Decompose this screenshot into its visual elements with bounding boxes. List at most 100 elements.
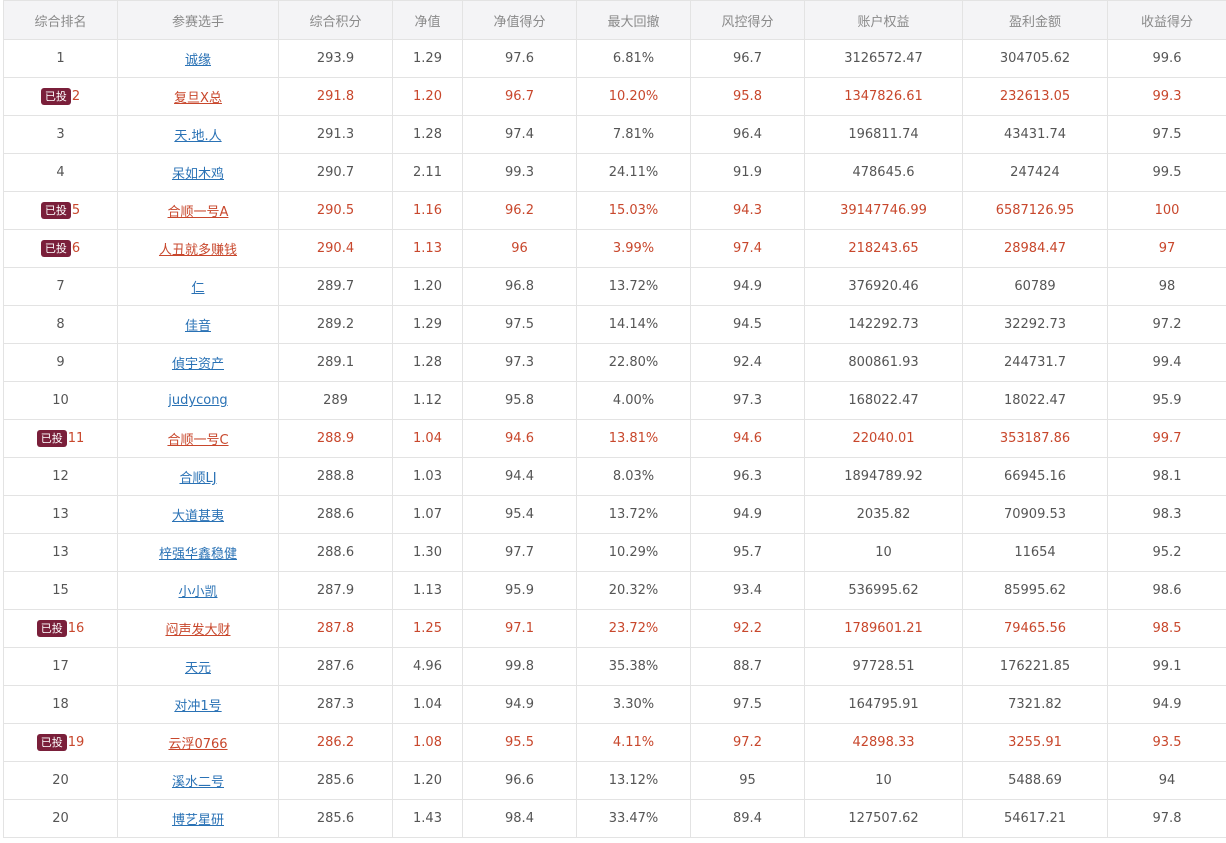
cell-max-drawdown: 20.32% <box>576 571 691 610</box>
cell-nav: 1.25 <box>392 609 463 648</box>
col-header-rank[interactable]: 综合排名 <box>3 0 118 40</box>
cell-player: 小小凯 <box>117 571 279 610</box>
cell-equity: 142292.73 <box>804 305 963 344</box>
rank-number: 11 <box>67 431 85 446</box>
table-row: 20 博艺星研 285.6 1.43 98.4 33.47% 89.4 127507.62 54… <box>3 799 1226 838</box>
player-link[interactable]: 合顺LJ <box>179 471 217 486</box>
cell-max-drawdown: 4.11% <box>576 723 691 762</box>
cell-nav: 1.16 <box>392 191 463 230</box>
col-header-player[interactable]: 参赛选手 <box>117 0 279 40</box>
cell-return-score: 94 <box>1107 761 1226 800</box>
rank-number: 4 <box>56 165 65 180</box>
cell-equity: 42898.33 <box>804 723 963 762</box>
player-link[interactable]: judycong <box>168 393 228 408</box>
cell-profit: 66945.16 <box>962 457 1108 496</box>
cell-return-score: 99.6 <box>1107 39 1226 78</box>
player-link[interactable]: 溪水二号 <box>171 775 224 790</box>
col-header-equity[interactable]: 账户权益 <box>804 0 963 40</box>
cell-rank: 已投 19 <box>3 723 118 762</box>
cell-nav: 1.03 <box>392 457 463 496</box>
cell-profit: 79465.56 <box>962 609 1108 648</box>
table-row: 8 佳音 289.2 1.29 97.5 14.14% 94.5 142292.73 32292… <box>3 305 1226 344</box>
cell-max-drawdown: 24.11% <box>576 153 691 192</box>
cell-total-score: 293.9 <box>278 39 393 78</box>
cell-nav: 1.20 <box>392 761 463 800</box>
cell-risk-score: 97.5 <box>690 685 805 724</box>
cell-nav-score: 97.3 <box>462 343 577 382</box>
table-row: 1 诚缘 293.9 1.29 97.6 6.81% 96.7 3126572.47 30470… <box>3 39 1226 78</box>
player-link[interactable]: 合顺一号A <box>167 205 229 220</box>
cell-profit: 176221.85 <box>962 647 1108 686</box>
rank-number: 13 <box>52 545 69 560</box>
cell-total-score: 288.9 <box>278 419 393 458</box>
cell-nav-score: 95.5 <box>462 723 577 762</box>
col-header-profit[interactable]: 盈利金额 <box>962 0 1108 40</box>
cell-max-drawdown: 4.00% <box>576 381 691 420</box>
cell-player: 闷声发大财 <box>117 609 279 648</box>
table-row: 已投 19 云浮0766 286.2 1.08 95.5 4.11% 97.2 42898.33… <box>3 723 1226 762</box>
player-link[interactable]: 小小凯 <box>178 585 218 600</box>
cell-return-score: 97.2 <box>1107 305 1226 344</box>
rank-number: 1 <box>56 51 65 66</box>
cell-max-drawdown: 33.47% <box>576 799 691 838</box>
player-link[interactable]: 大道甚夷 <box>171 509 224 524</box>
cell-equity: 1894789.92 <box>804 457 963 496</box>
player-link[interactable]: 天元 <box>184 661 211 676</box>
cell-return-score: 100 <box>1107 191 1226 230</box>
cell-equity: 22040.01 <box>804 419 963 458</box>
cell-total-score: 285.6 <box>278 761 393 800</box>
cell-player: 梓强华鑫稳健 <box>117 533 279 572</box>
cell-profit: 28984.47 <box>962 229 1108 268</box>
player-link[interactable]: 呆如木鸡 <box>171 167 224 182</box>
player-link[interactable]: 梓强华鑫稳健 <box>158 547 237 562</box>
rank-number: 20 <box>52 773 69 788</box>
player-link[interactable]: 偵宇资产 <box>171 357 224 372</box>
rank-number: 20 <box>52 811 69 826</box>
table-row: 13 梓强华鑫稳健 288.6 1.30 97.7 10.29% 95.7 10 11654 95… <box>3 533 1226 572</box>
cell-equity: 536995.62 <box>804 571 963 610</box>
player-link[interactable]: 人丑就多赚钱 <box>158 243 237 258</box>
cell-return-score: 99.4 <box>1107 343 1226 382</box>
cell-player: 溪水二号 <box>117 761 279 800</box>
player-link[interactable]: 云浮0766 <box>168 737 228 752</box>
cell-return-score: 99.5 <box>1107 153 1226 192</box>
player-link[interactable]: 博艺星研 <box>171 813 224 828</box>
cell-equity: 10 <box>804 533 963 572</box>
col-header-nav[interactable]: 净值 <box>392 0 463 40</box>
player-link[interactable]: 闷声发大财 <box>165 623 231 638</box>
cell-total-score: 285.6 <box>278 799 393 838</box>
cell-return-score: 98 <box>1107 267 1226 306</box>
col-header-nav-score[interactable]: 净值得分 <box>462 0 577 40</box>
cell-profit: 5488.69 <box>962 761 1108 800</box>
cell-nav-score: 96 <box>462 229 577 268</box>
player-link[interactable]: 复旦X总 <box>174 91 222 106</box>
col-header-max-drawdown[interactable]: 最大回撤 <box>576 0 691 40</box>
cell-player: 佳音 <box>117 305 279 344</box>
cell-nav-score: 94.6 <box>462 419 577 458</box>
cell-total-score: 287.9 <box>278 571 393 610</box>
cell-return-score: 98.6 <box>1107 571 1226 610</box>
col-header-total-score[interactable]: 综合积分 <box>278 0 393 40</box>
player-link[interactable]: 诚缘 <box>184 53 211 68</box>
cell-nav-score: 95.9 <box>462 571 577 610</box>
cell-rank: 20 <box>3 761 118 800</box>
cell-nav: 1.13 <box>392 571 463 610</box>
cell-total-score: 287.8 <box>278 609 393 648</box>
rank-number: 19 <box>67 735 85 750</box>
col-header-risk-score[interactable]: 风控得分 <box>690 0 805 40</box>
cell-total-score: 289.2 <box>278 305 393 344</box>
ranking-table: 综合排名 参赛选手 综合积分 净值 净值得分 最大回撤 风控得分 账户权益 盈利… <box>3 0 1226 838</box>
cell-risk-score: 89.4 <box>690 799 805 838</box>
player-link[interactable]: 合顺一号C <box>167 433 229 448</box>
cell-risk-score: 96.4 <box>690 115 805 154</box>
player-link[interactable]: 对冲1号 <box>174 699 222 714</box>
cell-nav: 1.28 <box>392 115 463 154</box>
cell-return-score: 97.8 <box>1107 799 1226 838</box>
table-row: 已投 11 合顺一号C 288.9 1.04 94.6 13.81% 94.6 22040.01… <box>3 419 1226 458</box>
cell-equity: 2035.82 <box>804 495 963 534</box>
player-link[interactable]: 佳音 <box>184 319 211 334</box>
col-header-return-score[interactable]: 收益得分 <box>1107 0 1226 40</box>
player-link[interactable]: 天.地.人 <box>174 129 222 144</box>
cell-risk-score: 93.4 <box>690 571 805 610</box>
player-link[interactable]: 仁 <box>191 281 205 296</box>
